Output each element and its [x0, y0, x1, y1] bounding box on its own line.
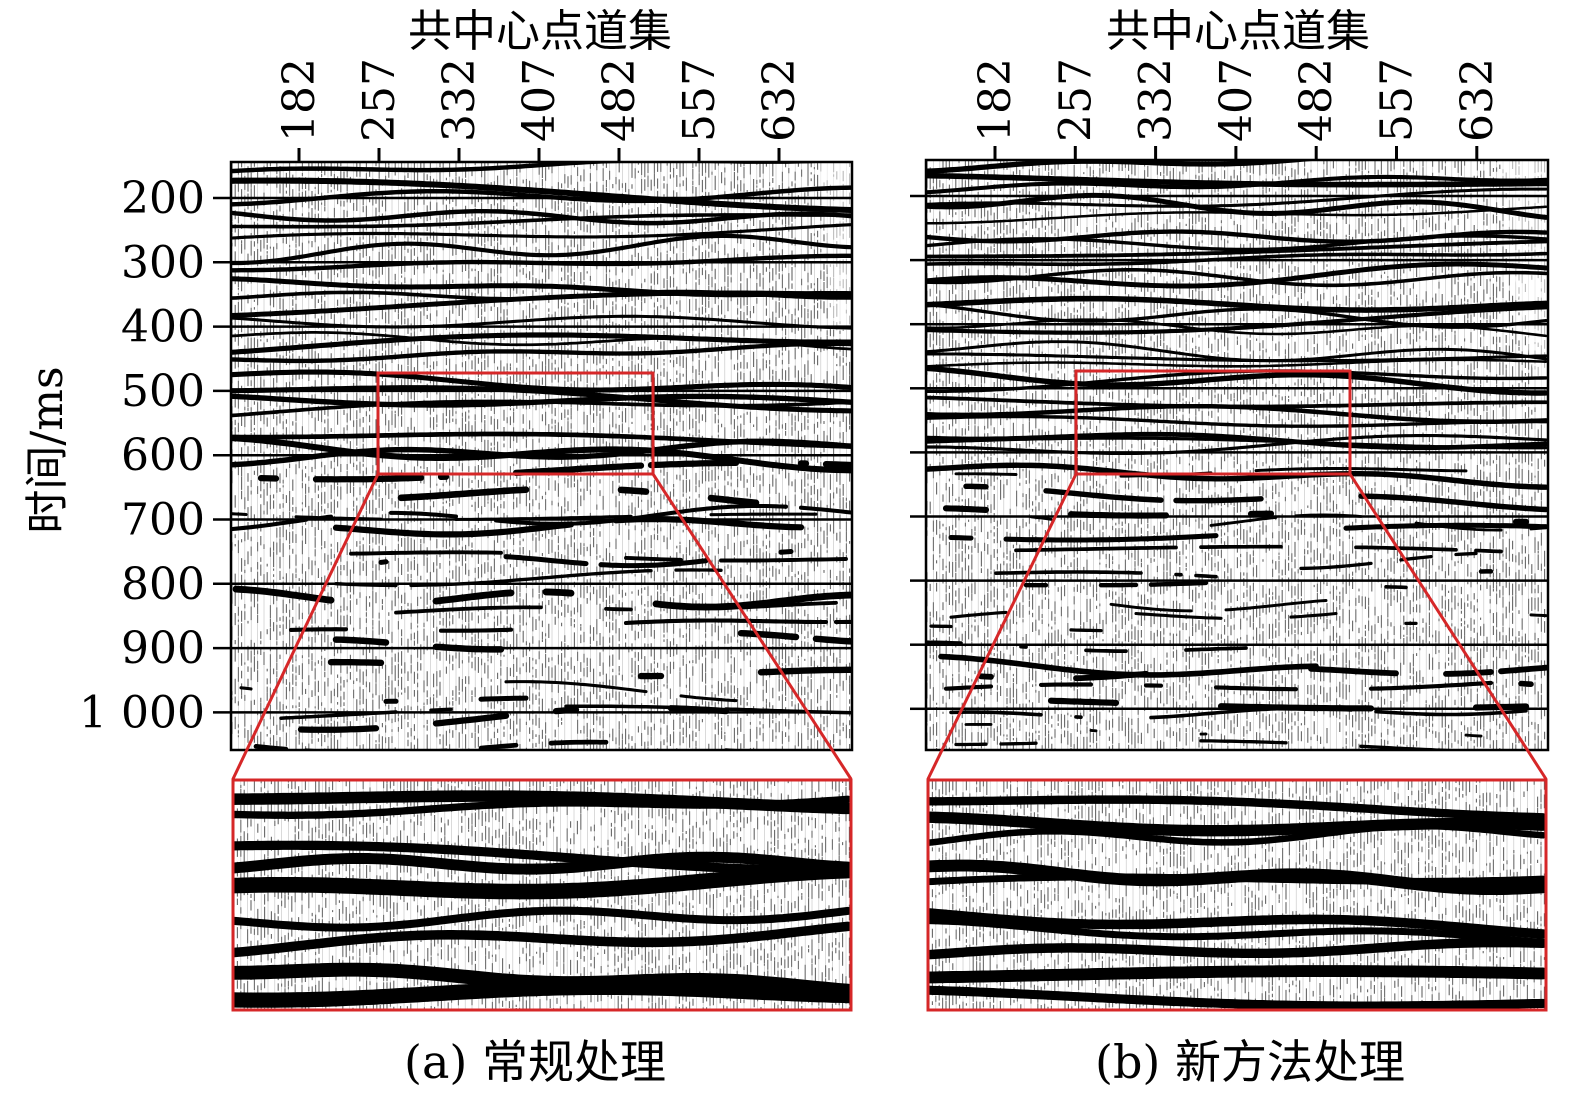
section-frame-b [924, 158, 1550, 752]
y-tick-label: 700 [121, 495, 205, 546]
y-tick-label: 400 [121, 302, 205, 353]
zoom-frame-b [926, 778, 1548, 1012]
x-tick-label: 182 [970, 58, 1021, 142]
y-ticks-a: 200 300 400 500 600 700 800 900 1 000 [79, 173, 231, 738]
caption-b: (b) 新方法处理 [1095, 1035, 1405, 1089]
zoom-connector-left-b [926, 473, 1078, 780]
x-tick-label: 557 [674, 58, 725, 142]
highlight-box-a [376, 371, 655, 476]
y-tick-label: 800 [121, 559, 205, 610]
x-axis-title-b: 共中心点道集 [1106, 6, 1370, 57]
y-tick-label: 600 [121, 430, 205, 481]
y-tick-label: 300 [121, 237, 205, 288]
y-ticks-b [910, 194, 926, 711]
x-tick-label: 482 [594, 58, 645, 142]
x-ticks-b: 182 257 332 407 482 557 632 [970, 58, 1503, 160]
time-gridlines-b [926, 194, 1548, 711]
x-tick-label: 557 [1372, 58, 1423, 142]
x-tick-label: 632 [754, 58, 805, 142]
x-tick-label: 407 [1211, 58, 1262, 142]
x-tick-label: 332 [1131, 58, 1182, 142]
x-tick-label: 257 [354, 58, 405, 142]
y-tick-label: 900 [121, 623, 205, 674]
highlight-box-b [1074, 369, 1352, 476]
x-tick-label: 407 [514, 58, 565, 142]
y-tick-label: 200 [121, 173, 205, 224]
y-tick-label: 1 000 [79, 687, 205, 738]
x-tick-label: 182 [274, 58, 325, 142]
y-tick-label: 500 [121, 366, 205, 417]
x-axis-title-a: 共中心点道集 [408, 6, 672, 57]
zoom-connector-left-a [231, 473, 380, 780]
y-axis-title: 时间/ms [22, 366, 73, 533]
x-ticks-a: 182 257 332 407 482 557 632 [274, 58, 805, 162]
panel-b: 共中心点道集 182 257 332 407 482 557 632 (b) 新方法处理 [910, 6, 1550, 1089]
section-frame-a [229, 160, 854, 752]
x-tick-label: 482 [1291, 58, 1342, 142]
x-tick-label: 632 [1452, 58, 1503, 142]
x-tick-label: 257 [1050, 58, 1101, 142]
caption-a: (a) 常规处理 [404, 1035, 666, 1089]
zoom-frame-a [231, 778, 853, 1012]
x-tick-label: 332 [434, 58, 485, 142]
panel-a: 共中心点道集 182 257 332 407 482 557 632 时间/ms 200 30… [22, 6, 854, 1089]
zoom-connector-right-b [1348, 473, 1548, 780]
time-gridlines-a [231, 196, 852, 714]
zoom-connector-right-a [651, 473, 853, 780]
